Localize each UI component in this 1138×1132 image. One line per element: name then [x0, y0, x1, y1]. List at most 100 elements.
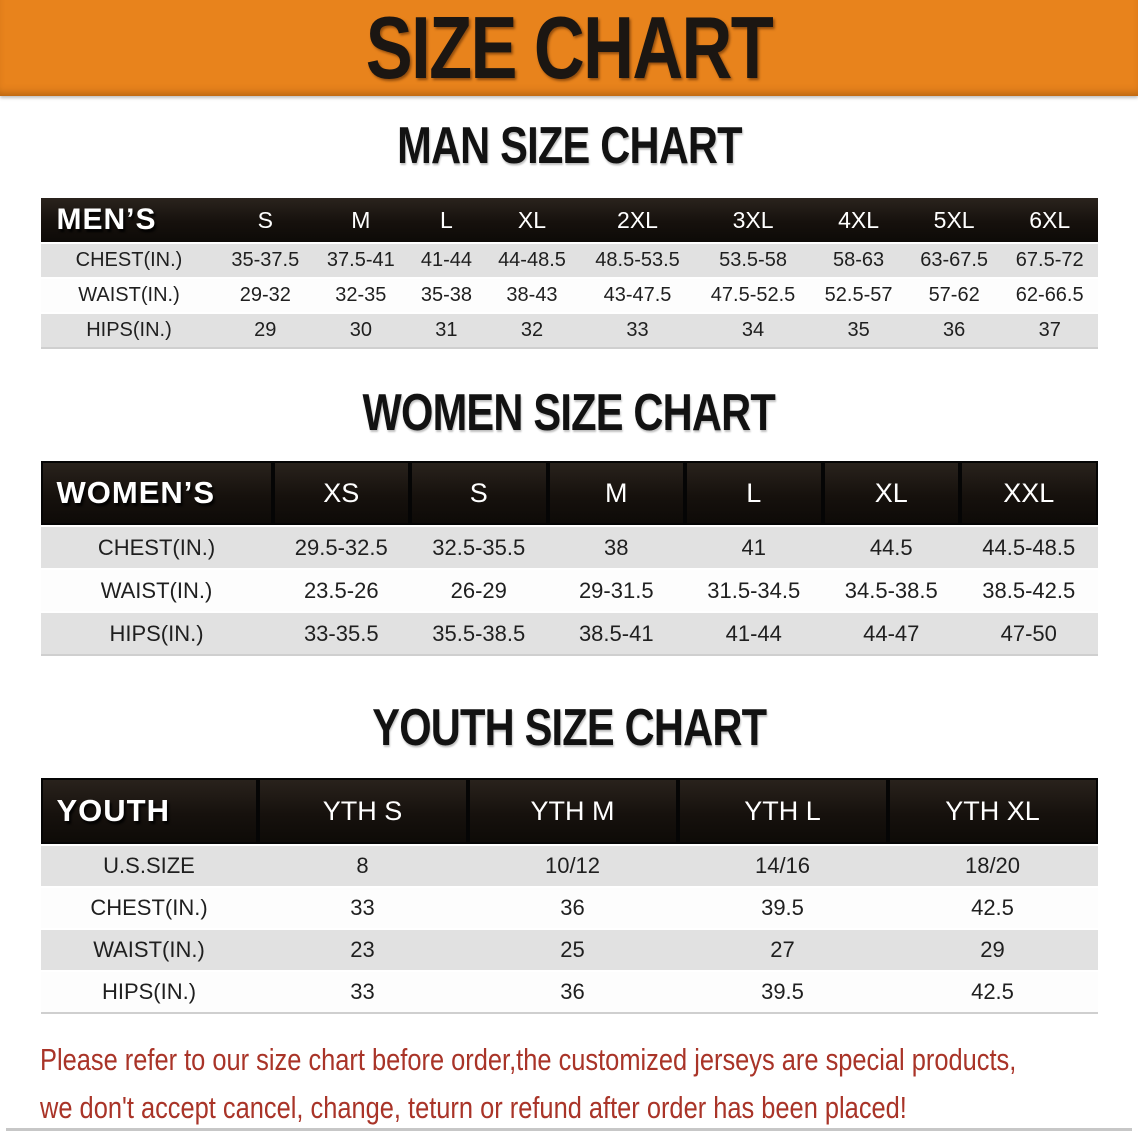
men-size-value: 62-66.5 — [1001, 277, 1098, 313]
men-header-row: MEN’S S M L XL 2XL 3XL 4XL 5XL 6XL — [40, 198, 1098, 244]
men-size-column-header: XL — [484, 198, 580, 244]
men-size-value: 29 — [217, 312, 314, 349]
women-size-value: 26-29 — [410, 568, 548, 612]
youth-size-value: 33 — [257, 886, 468, 929]
youth-size-value: 29 — [887, 928, 1098, 971]
men-section-title: MAN SIZE CHART — [396, 117, 742, 175]
women-size-value: 44-47 — [822, 611, 960, 656]
men-size-value: 31 — [408, 312, 485, 349]
youth-size-value: 23 — [257, 928, 468, 971]
men-row-label: CHEST(IN.) — [40, 242, 218, 278]
men-measurement-row: CHEST(IN.) 35-37.5 37.5-41 41-44 44-48.5 48.5… — [40, 242, 1098, 278]
women-size-table: WOMEN’S XS S M L XL XXL CHEST(IN.) 29.5-32.5 32.… — [40, 461, 1098, 656]
men-size-value: 30 — [313, 312, 409, 349]
women-size-value: 32.5-35.5 — [410, 525, 548, 569]
men-size-value: 47.5-52.5 — [695, 277, 811, 313]
men-size-value: 52.5-57 — [810, 277, 907, 313]
women-size-value: 38.5-42.5 — [960, 568, 1098, 612]
men-size-column-header: 3XL — [695, 198, 811, 244]
women-size-column-header: XXL — [960, 461, 1098, 527]
youth-header-row: YOUTH YTH S YTH M YTH L YTH XL — [40, 778, 1098, 846]
men-row-label: WAIST(IN.) — [40, 277, 218, 313]
women-size-value: 29.5-32.5 — [272, 525, 410, 569]
men-row-label: HIPS(IN.) — [40, 312, 218, 349]
youth-header-label: YOUTH — [40, 778, 258, 846]
women-size-column-header: M — [547, 461, 685, 527]
youth-size-value: 14/16 — [677, 844, 888, 887]
youth-size-value: 25 — [467, 928, 678, 971]
women-size-value: 38.5-41 — [547, 611, 685, 656]
women-size-value: 23.5-26 — [272, 568, 410, 612]
men-size-value: 35-38 — [408, 277, 485, 313]
men-size-column-header: 2XL — [579, 198, 696, 244]
women-size-value: 33-35.5 — [272, 611, 410, 656]
women-size-value: 29-31.5 — [547, 568, 685, 612]
men-size-value: 67.5-72 — [1001, 242, 1098, 278]
disclaimer-line-2: we don't accept cancel, change, teturn o… — [40, 1090, 907, 1126]
women-size-value: 31.5-34.5 — [685, 568, 823, 612]
men-size-value: 38-43 — [484, 277, 580, 313]
youth-size-column-header: YTH S — [257, 778, 468, 846]
women-size-column-header: S — [410, 461, 548, 527]
women-header-row: WOMEN’S XS S M L XL XXL — [40, 461, 1098, 527]
disclaimer-text: Please refer to our size chart before or… — [40, 1036, 1138, 1132]
youth-row-label: WAIST(IN.) — [40, 928, 258, 971]
youth-size-column-header: YTH M — [467, 778, 678, 846]
men-size-value: 41-44 — [408, 242, 485, 278]
youth-size-value: 39.5 — [677, 970, 888, 1014]
youth-row-label: U.S.SIZE — [40, 844, 258, 887]
youth-size-value: 8 — [257, 844, 468, 887]
men-size-table: MEN’S S M L XL 2XL 3XL 4XL 5XL 6XL CHEST(IN.) 35-3… — [40, 198, 1098, 349]
disclaimer-line-1: Please refer to our size chart before or… — [40, 1042, 1017, 1077]
women-size-value: 44.5 — [822, 525, 960, 569]
women-size-value: 41-44 — [685, 611, 823, 656]
youth-section-title: YOUTH SIZE CHART — [372, 699, 767, 757]
men-size-column-header: 5XL — [906, 198, 1002, 244]
youth-size-value: 39.5 — [677, 886, 888, 929]
women-size-column-header: XS — [272, 461, 410, 527]
men-size-value: 63-67.5 — [906, 242, 1002, 278]
youth-size-table: YOUTH YTH S YTH M YTH L YTH XL U.S.SIZE 8 10/1… — [40, 778, 1098, 1014]
youth-measurement-row: U.S.SIZE 8 10/12 14/16 18/20 — [40, 844, 1098, 887]
men-size-value: 44-48.5 — [484, 242, 580, 278]
women-size-value: 47-50 — [960, 611, 1098, 656]
women-row-label: CHEST(IN.) — [40, 525, 273, 569]
men-size-column-header: M — [313, 198, 409, 244]
youth-row-label: CHEST(IN.) — [40, 886, 258, 929]
youth-size-value: 10/12 — [467, 844, 678, 887]
men-measurement-row: WAIST(IN.) 29-32 32-35 35-38 38-43 43-47.5 47.… — [40, 277, 1098, 313]
women-size-value: 41 — [685, 525, 823, 569]
women-measurement-row: CHEST(IN.) 29.5-32.5 32.5-35.5 38 41 44.5 44.5… — [40, 525, 1098, 569]
men-measurement-row: HIPS(IN.) 29 30 31 32 33 34 35 36 37 — [40, 312, 1098, 349]
women-size-value: 38 — [547, 525, 685, 569]
men-size-column-header: 6XL — [1001, 198, 1098, 244]
men-size-value: 34 — [695, 312, 811, 349]
men-size-value: 57-62 — [906, 277, 1002, 313]
youth-size-value: 36 — [467, 886, 678, 929]
men-size-value: 53.5-58 — [695, 242, 811, 278]
men-size-value: 58-63 — [810, 242, 907, 278]
youth-size-value: 18/20 — [887, 844, 1098, 887]
men-size-column-header: S — [217, 198, 314, 244]
men-size-value: 29-32 — [217, 277, 314, 313]
youth-measurement-row: HIPS(IN.) 33 36 39.5 42.5 — [40, 970, 1098, 1014]
men-size-value: 43-47.5 — [579, 277, 696, 313]
men-header-label: MEN’S — [40, 198, 218, 244]
women-row-label: HIPS(IN.) — [40, 611, 273, 656]
youth-size-value: 36 — [467, 970, 678, 1014]
men-size-value: 32-35 — [313, 277, 409, 313]
women-row-label: WAIST(IN.) — [40, 568, 273, 612]
men-size-value: 35 — [810, 312, 907, 349]
women-size-column-header: L — [685, 461, 823, 527]
women-section-title: WOMEN SIZE CHART — [362, 384, 776, 442]
size-chart-banner: SIZE CHART — [0, 0, 1138, 96]
women-size-value: 44.5-48.5 — [960, 525, 1098, 569]
men-size-column-header: L — [408, 198, 485, 244]
women-measurement-row: WAIST(IN.) 23.5-26 26-29 29-31.5 31.5-34.5 34… — [40, 568, 1098, 612]
women-size-value: 35.5-38.5 — [410, 611, 548, 656]
men-size-value: 35-37.5 — [217, 242, 314, 278]
women-measurement-row: HIPS(IN.) 33-35.5 35.5-38.5 38.5-41 41-44 44-… — [40, 611, 1098, 656]
men-size-value: 36 — [906, 312, 1002, 349]
men-size-column-header: 4XL — [810, 198, 907, 244]
youth-measurement-row: WAIST(IN.) 23 25 27 29 — [40, 928, 1098, 971]
